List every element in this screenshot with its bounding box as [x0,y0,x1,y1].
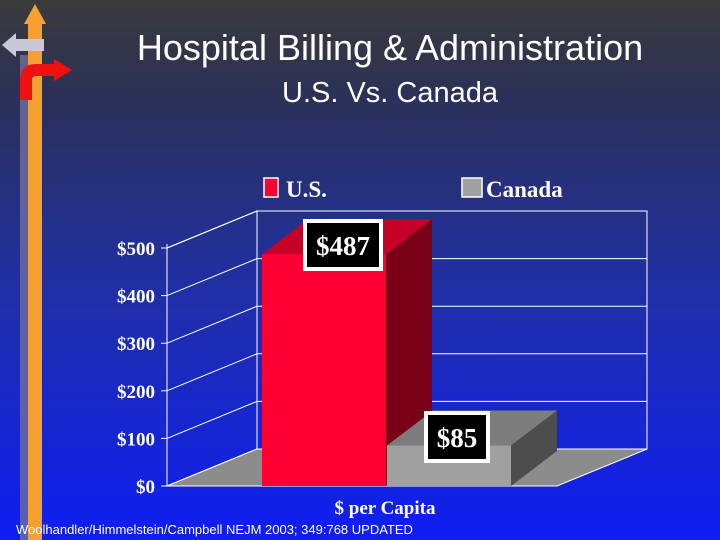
y-tick-label: $300 [117,334,155,355]
source-citation: Woolhandler/Himmelstein/Campbell NEJM 20… [16,522,413,537]
gridline-side [166,210,258,249]
data-label-text: $487 [316,231,370,261]
chart-data-labels: $487 $85 [303,219,490,463]
legend: U.S. Canada [263,177,563,202]
legend-label-us: U.S. [286,177,327,202]
data-label-box [428,415,486,459]
data-label-canada: $85 [424,411,490,463]
chart-side-wall [166,210,258,487]
data-label-us: $487 [303,219,383,271]
bar-front [262,254,386,486]
x-axis-label: $ per Capita [335,498,436,519]
y-tick-label: $400 [117,287,155,308]
curved-arrow-elbow [20,64,42,100]
legend-swatch-canada [461,177,483,198]
bar-side [511,410,557,486]
left-arrow-icon [2,33,16,57]
y-axis: $0 $100 $200 $300 $400 $500 [117,239,168,498]
right-arrow-icon [54,59,72,81]
right-arrow-shaft [42,64,54,76]
y-tick-label: $0 [136,477,155,498]
y-tick-label: $200 [117,382,155,403]
gridline-side [166,258,258,297]
data-label-text: $85 [437,423,478,453]
legend-label-canada: Canada [486,177,563,202]
up-arrow-icon [24,4,46,24]
y-tick-label: $100 [117,429,155,450]
gridline-side [166,305,258,344]
bar-side [386,219,432,487]
data-label-box [307,223,379,267]
decorative-arrows [2,4,72,540]
gridline-side [166,400,258,439]
slide-subtitle: U.S. Vs. Canada [282,77,498,109]
gridline-side [166,353,258,392]
left-arrow-shaft [16,39,44,51]
y-tick-label: $500 [117,239,155,260]
vertical-orange-bar [28,22,42,540]
slide-title: Hospital Billing & Administration [136,27,644,68]
legend-swatch-us [263,177,279,198]
